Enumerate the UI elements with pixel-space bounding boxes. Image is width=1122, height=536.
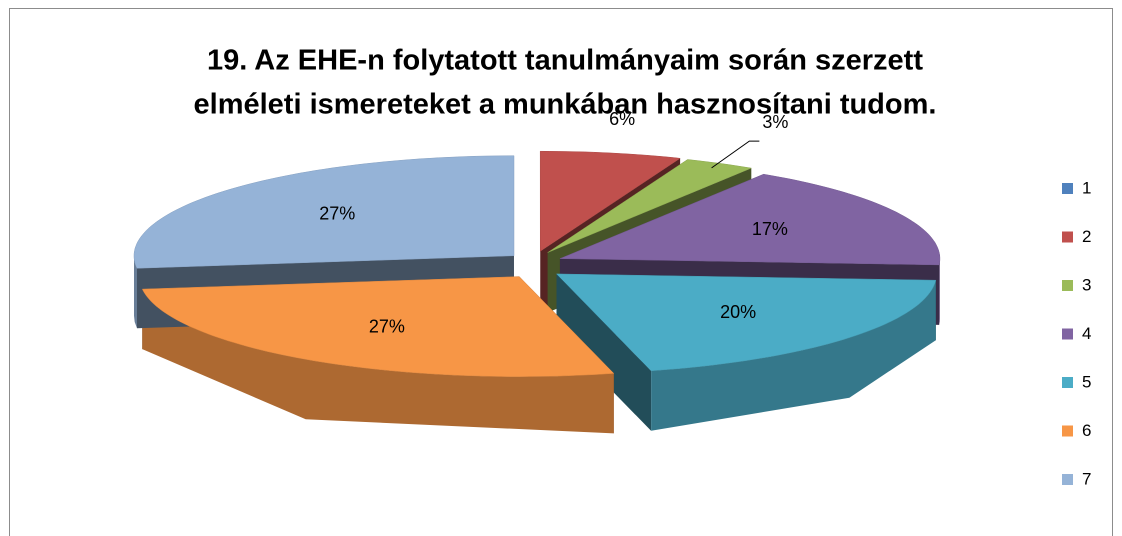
data-label: 6% [609,109,635,129]
slice-side [134,255,137,329]
slice [559,173,941,266]
data-label: 3% [762,112,788,132]
chart-title: 19. Az EHE-n folytatott tanulmányaim sor… [207,45,923,77]
slice-side [651,280,936,431]
slice [555,273,937,372]
data-label: 17% [752,219,788,239]
legend-swatch [1062,377,1073,388]
data-label: 27% [319,203,355,223]
data-label: 27% [369,317,405,337]
slice-side [142,289,614,434]
legend-label: 7 [1082,469,1091,488]
legend-label: 1 [1082,178,1091,197]
slice [141,276,615,377]
slice-side [939,258,940,325]
legend-swatch [1062,328,1073,340]
chart-title: elméleti ismereteket a munkában hasznosí… [194,89,937,121]
slice-side [556,273,652,431]
slice [547,159,753,253]
slice [133,155,515,269]
slice [539,150,681,252]
legend-label: 4 [1082,324,1091,343]
legend-swatch [1062,425,1073,437]
legend-swatch [1062,183,1073,194]
legend-label: 3 [1082,275,1091,294]
leader-line [711,140,760,169]
legend-swatch [1062,474,1073,485]
data-label: 20% [720,302,756,322]
legend-swatch [1062,231,1073,243]
legend-label: 5 [1082,372,1091,391]
legend-label: 6 [1082,421,1091,440]
legend-label: 2 [1082,227,1091,246]
legend-swatch [1062,280,1073,291]
